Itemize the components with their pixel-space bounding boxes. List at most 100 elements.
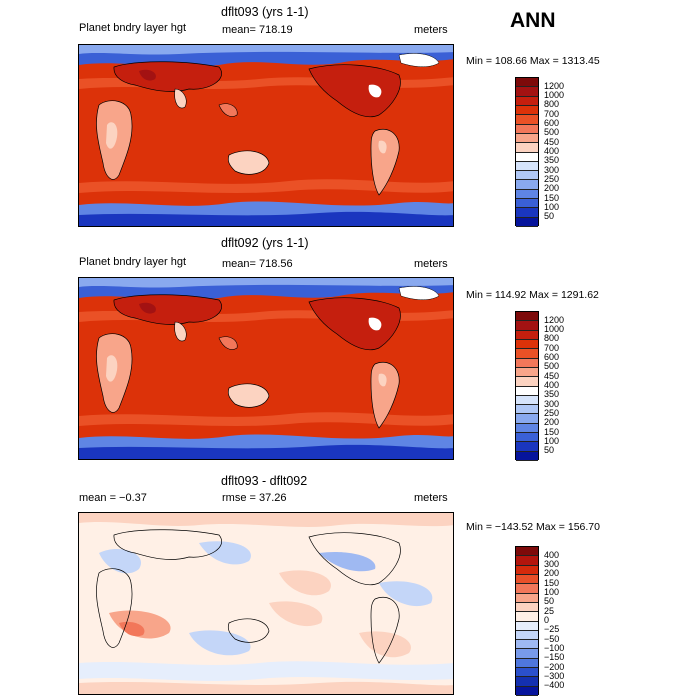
panel-2-field-label: Planet bndry layer hgt <box>79 256 187 268</box>
colorbar-swatch <box>516 414 538 424</box>
colorbar-tick-label: −25 <box>544 624 560 635</box>
colorbar-tick-label: 50 <box>544 596 555 607</box>
colorbar-swatch <box>516 199 538 209</box>
colorbar-tick-label: 150 <box>544 192 560 203</box>
colorbar-swatch <box>516 686 538 696</box>
colorbar-tick-label: 250 <box>544 407 560 418</box>
colorbar-tick-label: 100 <box>544 435 560 446</box>
colorbar-tick-label: −150 <box>544 652 565 663</box>
colorbar-swatch <box>516 358 538 368</box>
colorbar-swatch <box>516 668 538 678</box>
colorbar-swatch <box>516 339 538 350</box>
colorbar-swatch <box>516 433 538 443</box>
colorbar-swatch <box>516 143 538 153</box>
colorbar-swatch <box>516 442 538 452</box>
panel-3-map <box>78 512 454 695</box>
colorbar-swatch <box>516 105 538 116</box>
colorbar-swatch <box>516 87 538 97</box>
colorbar-tick-label: 1200 <box>544 80 565 91</box>
panel-3-mean: mean = −0.37 <box>79 492 147 504</box>
colorbar-tick-label: 800 <box>544 99 560 110</box>
panel-1-mean: mean= 718.19 <box>222 24 293 36</box>
colorbar-tick-label: 700 <box>544 108 560 119</box>
colorbar-tick-label: 400 <box>544 146 560 156</box>
panel-2-title: dflt092 (yrs 1-1) <box>221 236 309 250</box>
colorbar-tick-label: 100 <box>544 201 560 212</box>
colorbar-swatch <box>516 217 538 227</box>
colorbar-tick-label: −400 <box>544 680 565 691</box>
panel-1-minmax: Min = 108.66 Max = 1313.45 <box>466 55 600 67</box>
colorbar-tick-label: 150 <box>544 426 560 437</box>
panel-2-units: meters <box>414 258 448 270</box>
colorbar-tick-label: 600 <box>544 352 560 363</box>
colorbar-swatch <box>516 621 538 631</box>
colorbar-tick-label: 300 <box>544 164 560 175</box>
colorbar-swatch <box>516 547 538 557</box>
colorbar-tick-label: 350 <box>544 155 560 166</box>
colorbar-swatch <box>516 349 538 359</box>
colorbar-tick-label: 500 <box>544 127 560 138</box>
colorbar-tick-label: 1200 <box>544 314 565 325</box>
colorbar-tick-label: 300 <box>544 559 560 570</box>
colorbar-tick-label: −50 <box>544 633 560 644</box>
colorbar-swatch <box>516 330 538 340</box>
colorbar-swatch <box>516 96 538 106</box>
panel-1-units: meters <box>414 24 448 36</box>
colorbar-tick-label: 700 <box>544 342 560 353</box>
colorbar-swatch <box>516 386 538 396</box>
colorbar-tick-label: 50 <box>544 211 555 222</box>
colorbar-tick-label: 25 <box>544 605 555 616</box>
colorbar-swatch <box>516 640 538 650</box>
colorbar-tick-label: 600 <box>544 118 560 129</box>
colorbar-tick-label: 200 <box>544 568 560 579</box>
colorbar-tick-label: 250 <box>544 173 560 184</box>
colorbar-tick-label: 1000 <box>544 324 565 335</box>
panel-2-minmax: Min = 114.92 Max = 1291.62 <box>466 289 599 301</box>
colorbar-swatch <box>516 395 538 406</box>
colorbar-swatch <box>516 124 538 134</box>
colorbar-tick-label: 400 <box>544 380 560 390</box>
colorbar-swatch <box>516 189 538 200</box>
colorbar-swatch <box>516 377 538 387</box>
colorbar-swatch <box>516 405 538 415</box>
colorbar-swatch <box>516 171 538 181</box>
colorbar-swatch <box>516 367 538 378</box>
colorbar-tick-label: 300 <box>544 398 560 409</box>
panel-2-colorbar <box>515 311 539 461</box>
colorbar-swatch <box>516 180 538 190</box>
colorbar-swatch <box>516 630 538 641</box>
colorbar-swatch <box>516 152 538 162</box>
panel-1-map <box>78 44 454 227</box>
colorbar-swatch <box>516 133 538 144</box>
colorbar-tick-label: 450 <box>544 370 560 381</box>
colorbar-tick-label: 400 <box>544 549 560 560</box>
colorbar-swatch <box>516 658 538 669</box>
panel-1-colorbar <box>515 77 539 227</box>
colorbar-tick-label: 1000 <box>544 90 565 101</box>
colorbar-swatch <box>516 423 538 434</box>
colorbar-swatch <box>516 593 538 603</box>
colorbar-swatch <box>516 161 538 172</box>
colorbar-swatch <box>516 649 538 659</box>
colorbar-swatch <box>516 78 538 88</box>
colorbar-tick-label: 350 <box>544 389 560 400</box>
colorbar-tick-label: 100 <box>544 587 560 598</box>
colorbar-swatch <box>516 574 538 585</box>
colorbar-tick-label: 50 <box>544 445 555 456</box>
colorbar-swatch <box>516 602 538 613</box>
colorbar-tick-label: 450 <box>544 136 560 147</box>
panel-3-units: meters <box>414 492 448 504</box>
panel-2-mean: mean= 718.56 <box>222 258 293 270</box>
colorbar-tick-label: 200 <box>544 183 560 194</box>
colorbar-tick-label: 500 <box>544 361 560 372</box>
colorbar-tick-label: −200 <box>544 661 565 672</box>
colorbar-tick-label: −100 <box>544 642 565 653</box>
colorbar-swatch <box>516 312 538 322</box>
colorbar-tick-label: 800 <box>544 333 560 344</box>
panel-3-minmax: Min = −143.52 Max = 156.70 <box>466 521 600 533</box>
colorbar-swatch <box>516 677 538 687</box>
panel-1-field-label: Planet bndry layer hgt <box>79 22 187 34</box>
season-label: ANN <box>510 9 556 32</box>
colorbar-tick-label: 0 <box>544 615 550 625</box>
colorbar-swatch <box>516 115 538 125</box>
